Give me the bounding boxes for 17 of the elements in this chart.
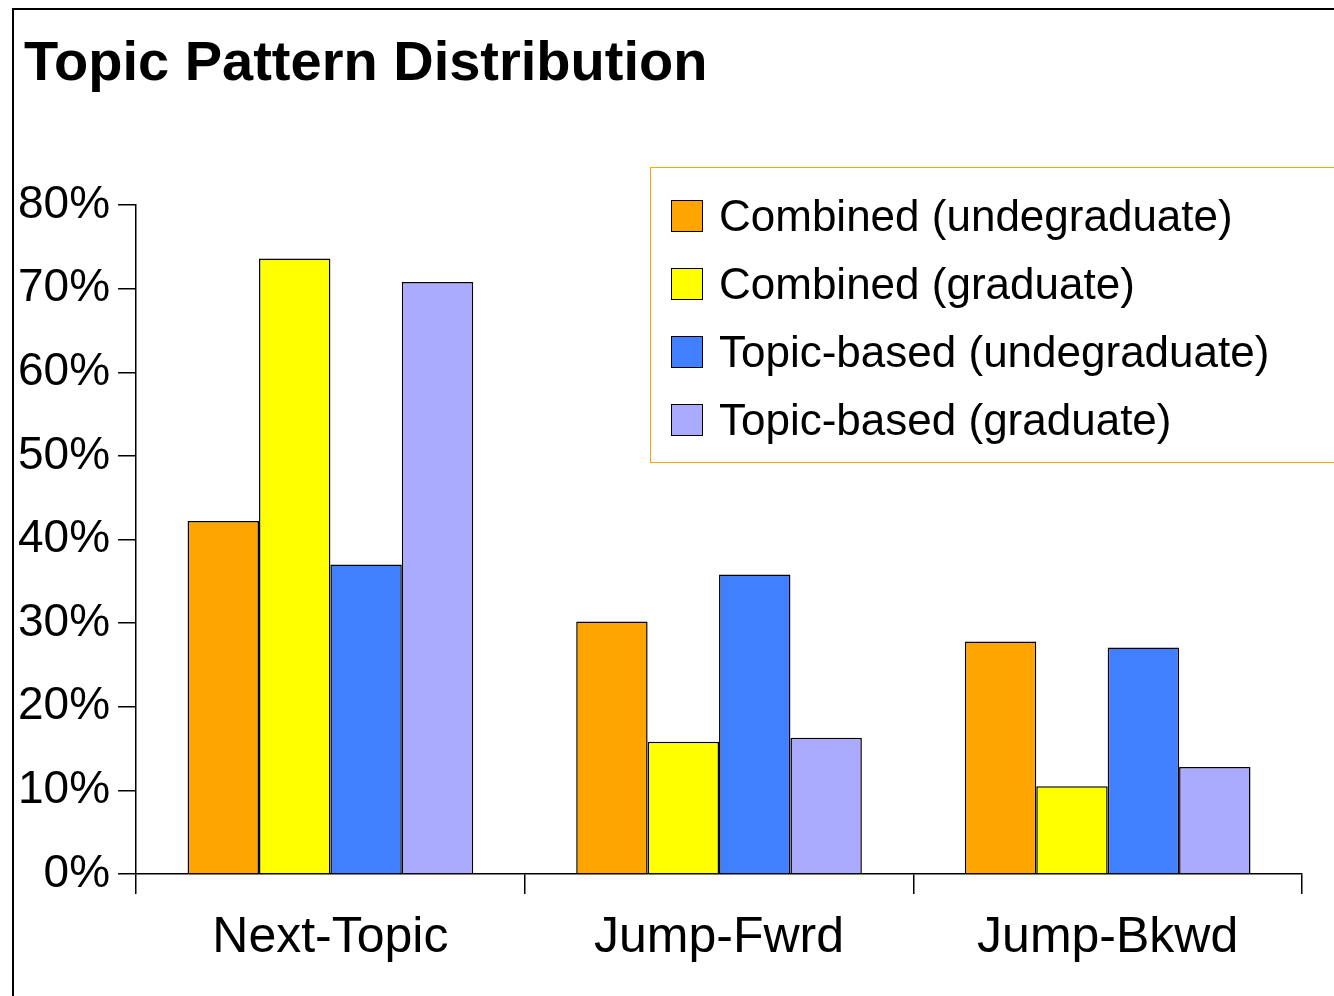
legend-label: Combined (undegraduate) (719, 191, 1233, 241)
y-tick-label: 30% (17, 593, 111, 646)
y-tick-label: 70% (17, 259, 111, 312)
y-tick-label: 0% (43, 844, 111, 897)
y-tick-label: 10% (17, 761, 111, 814)
y-tick-label: 80% (17, 175, 111, 228)
legend-label: Topic-based (graduate) (719, 395, 1172, 445)
x-tick-label: Next-Topic (212, 906, 449, 963)
legend-label: Combined (graduate) (719, 259, 1135, 309)
y-tick-label: 60% (17, 342, 111, 395)
x-tick-label: Jump-Fwrd (594, 906, 845, 963)
chart-title: Topic Pattern Distribution (24, 28, 708, 93)
y-tick-label: 50% (17, 426, 111, 479)
x-tick-label: Jump-Bkwd (977, 906, 1239, 963)
y-tick-label: 20% (17, 677, 111, 730)
y-tick-label: 40% (17, 510, 111, 563)
legend-label: Topic-based (undegraduate) (719, 327, 1270, 377)
